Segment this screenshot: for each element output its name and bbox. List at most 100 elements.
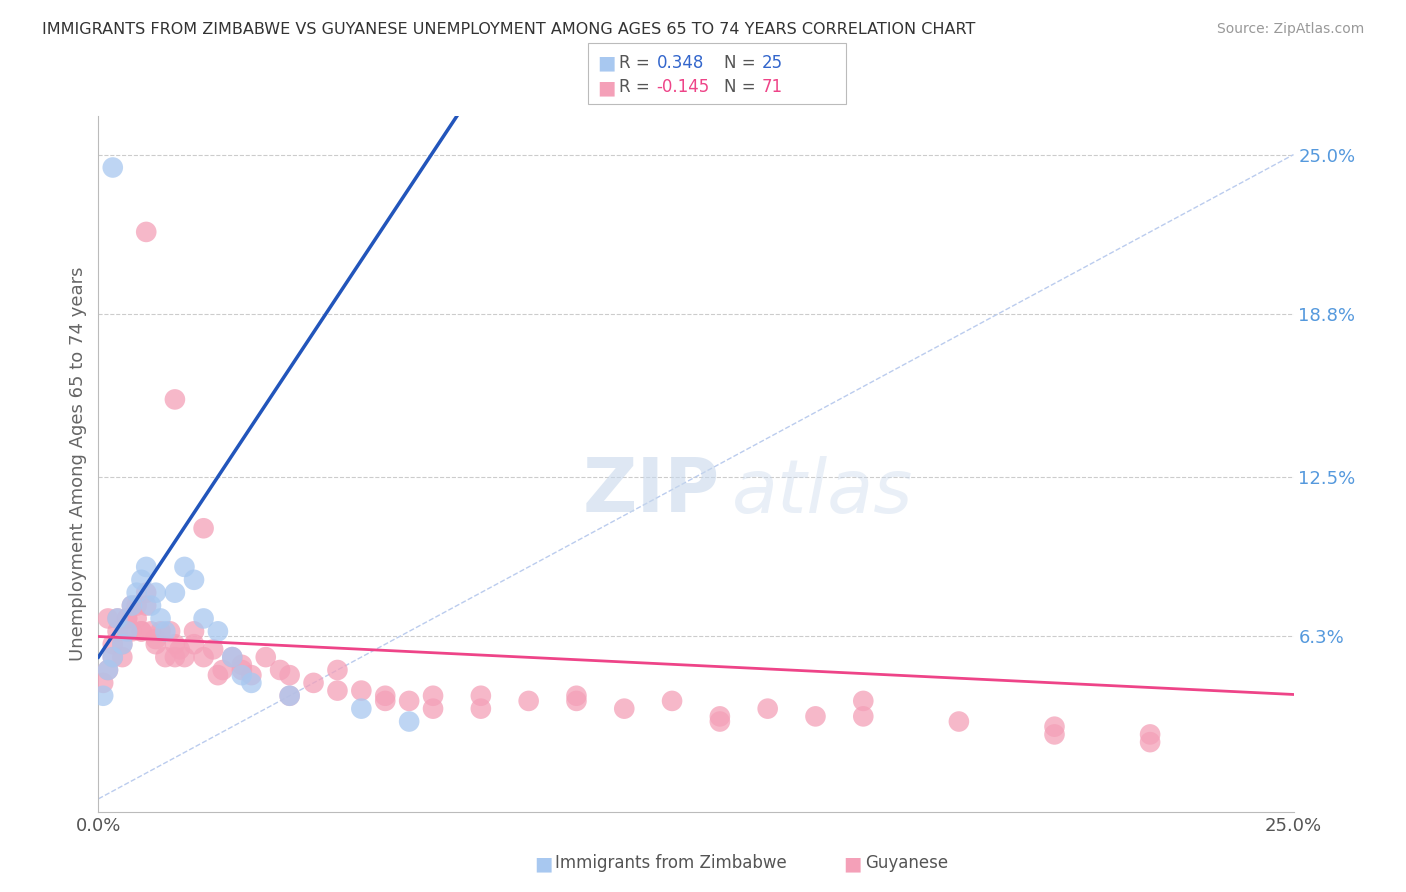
Point <box>163 650 186 665</box>
Point <box>207 668 229 682</box>
Point <box>231 657 253 672</box>
Point <box>221 650 243 665</box>
Point <box>115 611 138 625</box>
Point <box>183 624 205 639</box>
Point <box>240 676 263 690</box>
Text: Source: ZipAtlas.com: Source: ZipAtlas.com <box>1216 22 1364 37</box>
Point <box>221 650 243 665</box>
Point <box>131 573 153 587</box>
Point <box>121 599 143 613</box>
Point <box>231 668 253 682</box>
Point <box>139 624 162 639</box>
Point <box>111 637 134 651</box>
Point <box>173 650 195 665</box>
Point <box>202 642 225 657</box>
Point <box>398 714 420 729</box>
Point <box>163 637 186 651</box>
Point <box>517 694 540 708</box>
Point <box>131 624 153 639</box>
Text: R =: R = <box>619 78 655 96</box>
Point <box>149 611 172 625</box>
Point <box>278 668 301 682</box>
Text: -0.145: -0.145 <box>657 78 710 96</box>
Point <box>149 624 172 639</box>
Point <box>1139 727 1161 741</box>
Point <box>101 650 124 665</box>
Point <box>254 650 277 665</box>
Point <box>852 709 875 723</box>
Point <box>173 560 195 574</box>
Text: N =: N = <box>724 54 761 71</box>
Point <box>135 599 157 613</box>
Point <box>145 632 167 646</box>
Point <box>159 624 181 639</box>
Point <box>111 637 134 651</box>
Point <box>1043 727 1066 741</box>
Point <box>121 599 143 613</box>
Point <box>107 611 129 625</box>
Text: 25: 25 <box>762 54 783 71</box>
Point <box>169 642 191 657</box>
Point <box>97 611 120 625</box>
Point <box>709 714 731 729</box>
Point <box>350 683 373 698</box>
Point <box>139 599 162 613</box>
Point <box>350 701 373 715</box>
Point <box>278 689 301 703</box>
Point <box>326 663 349 677</box>
Point <box>163 585 186 599</box>
Point <box>107 624 129 639</box>
Point <box>193 611 215 625</box>
Point <box>661 694 683 708</box>
Point <box>1139 735 1161 749</box>
Point <box>193 521 215 535</box>
Point <box>131 624 153 639</box>
Point <box>135 560 157 574</box>
Text: 0.348: 0.348 <box>657 54 704 71</box>
Point <box>613 701 636 715</box>
Point <box>193 650 215 665</box>
Point <box>135 225 157 239</box>
Point <box>111 650 134 665</box>
Point <box>163 392 186 407</box>
Point <box>125 599 148 613</box>
Text: ZIP: ZIP <box>582 455 720 528</box>
Point <box>183 573 205 587</box>
Point <box>269 663 291 677</box>
Point <box>278 689 301 703</box>
Point <box>121 624 143 639</box>
Text: atlas: atlas <box>733 456 914 528</box>
Point <box>470 689 492 703</box>
Point <box>804 709 827 723</box>
Point <box>709 709 731 723</box>
Point <box>97 663 120 677</box>
Point <box>422 701 444 715</box>
Point <box>125 585 148 599</box>
Point <box>101 650 124 665</box>
Text: ■: ■ <box>598 78 616 97</box>
Point <box>302 676 325 690</box>
Text: 71: 71 <box>762 78 783 96</box>
Point <box>948 714 970 729</box>
Point <box>422 689 444 703</box>
Point <box>756 701 779 715</box>
Point <box>101 637 124 651</box>
Text: Guyanese: Guyanese <box>865 855 948 872</box>
Point <box>852 694 875 708</box>
Point <box>398 694 420 708</box>
Point <box>155 650 177 665</box>
Point <box>155 624 177 639</box>
Point <box>183 637 205 651</box>
Point <box>115 624 138 639</box>
Text: ■: ■ <box>844 854 862 873</box>
Point <box>115 611 138 625</box>
Text: Immigrants from Zimbabwe: Immigrants from Zimbabwe <box>555 855 787 872</box>
Point <box>115 624 138 639</box>
Point <box>145 637 167 651</box>
Point <box>125 611 148 625</box>
Point <box>565 689 588 703</box>
Point <box>231 663 253 677</box>
Point <box>91 676 114 690</box>
Point <box>101 161 124 175</box>
Point <box>1043 720 1066 734</box>
